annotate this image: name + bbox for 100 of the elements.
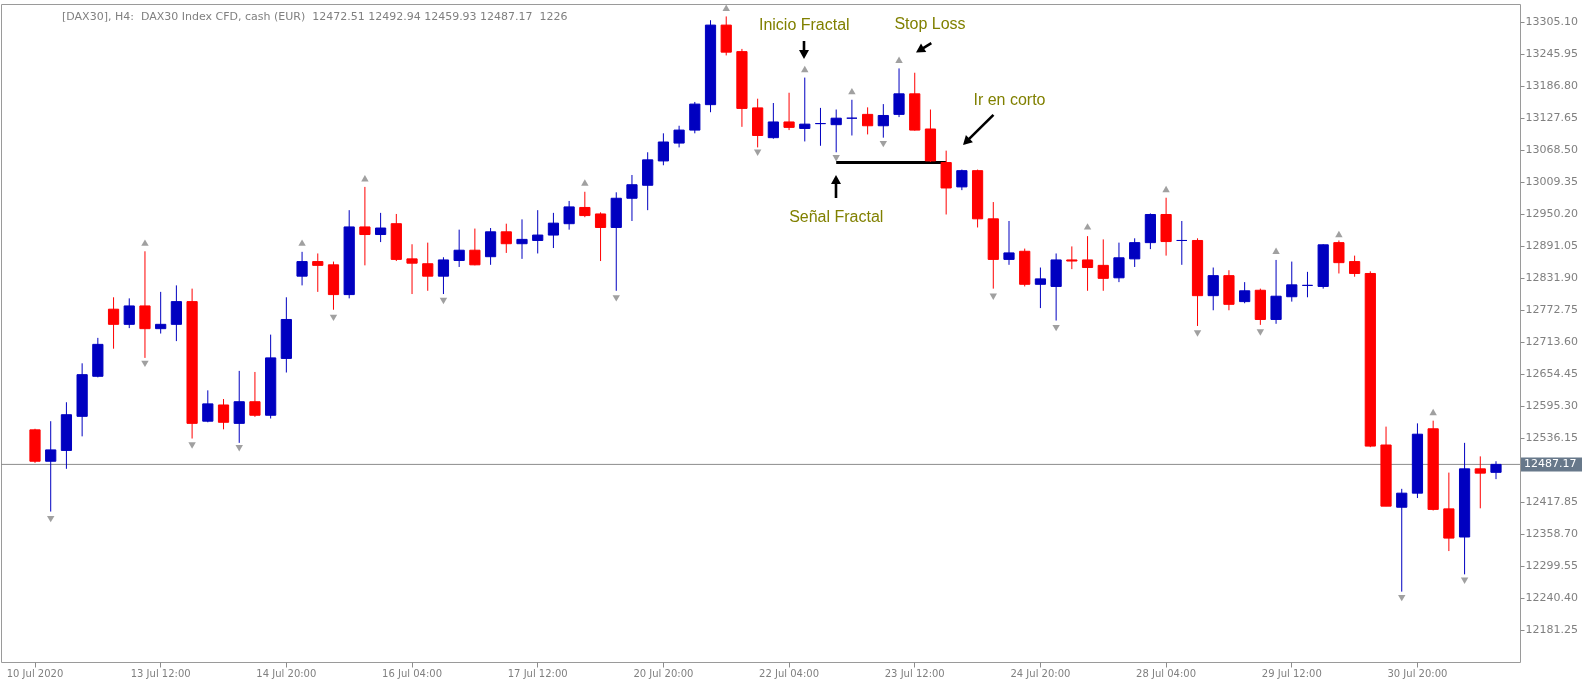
candlestick: [594, 211, 607, 262]
x-tick-label: 24 Jul 20:00: [1010, 667, 1071, 679]
x-tick-label: 16 Jul 04:00: [382, 667, 443, 679]
candlestick: [500, 223, 512, 254]
y-tick-label: 13009.35: [1525, 175, 1578, 189]
candlestick: [799, 77, 811, 142]
point: [298, 239, 306, 246]
candlestick: [139, 250, 151, 359]
point: [1256, 329, 1265, 336]
ref-line-label: 12487.17: [1524, 457, 1577, 471]
candlestick: [107, 296, 120, 350]
annotation: Stop Loss: [894, 14, 966, 34]
annotation: Ir en corto: [973, 90, 1046, 110]
point: [1193, 330, 1202, 337]
candlestick: [1207, 267, 1219, 311]
candlestick: [1286, 261, 1298, 303]
candlestick: [563, 200, 575, 231]
candlestick: [516, 218, 528, 260]
candlestick: [579, 191, 591, 218]
x-tick-label: 14 Jul 20:00: [256, 667, 317, 679]
point: [141, 239, 149, 246]
point: [879, 140, 888, 148]
point: [1335, 230, 1343, 238]
candlestick: [1301, 271, 1314, 298]
candlestick: [1081, 235, 1094, 292]
candlestick: [893, 67, 905, 118]
candlestick: [217, 398, 230, 430]
candlestick: [1129, 237, 1141, 268]
candlestick: [1349, 255, 1361, 278]
point: [1272, 247, 1280, 254]
annotation: Inicio Fractal: [758, 15, 850, 35]
candlestick: [45, 420, 57, 513]
y-tick-label: 12181.25: [1525, 623, 1578, 637]
point: [581, 179, 589, 186]
candlestick: [1066, 245, 1078, 270]
y-tick-label: 12950.20: [1525, 207, 1578, 221]
y-tick-label: 12536.15: [1525, 431, 1578, 445]
candlestick: [202, 389, 214, 423]
point: [722, 4, 730, 11]
candlestick: [296, 251, 308, 286]
point: [1083, 223, 1092, 230]
y-tick-label: 13305.10: [1525, 15, 1578, 29]
point: [1052, 324, 1060, 332]
candlestick: [233, 370, 245, 444]
candlestick: [123, 297, 135, 329]
point: [895, 56, 903, 63]
y-tick-label: 13127.65: [1525, 111, 1578, 125]
y-tick-label: 12595.30: [1525, 399, 1578, 413]
candlestick: [626, 174, 638, 222]
x-tick-label: 17 Jul 12:00: [507, 667, 568, 679]
annotation: Señal Fractal: [789, 207, 884, 227]
candlestick: [862, 106, 874, 135]
point: [329, 314, 338, 322]
x-tick-label: 28 Jul 04:00: [1136, 667, 1197, 679]
y-tick-label: 13068.50: [1525, 143, 1578, 157]
candlestick: [1003, 220, 1015, 266]
y-tick-label: 12713.60: [1525, 335, 1578, 349]
candlestick: [375, 212, 387, 243]
candlestick: [1490, 460, 1502, 480]
point: [753, 149, 762, 157]
point: [188, 442, 196, 449]
text: [DAX30], H4: DAX30 Index CFD, cash (EUR) 12472.51 12492.94 12459.93 12487.17 1226: [62, 10, 568, 24]
candlestick: [1113, 242, 1125, 283]
y-tick-label: 12299.55: [1525, 559, 1578, 573]
y-tick-label: 12891.05: [1525, 239, 1578, 253]
x-tick-label: 13 Jul 12:00: [130, 667, 191, 679]
candlestick: [830, 109, 842, 153]
point: [801, 65, 809, 73]
point: [439, 297, 448, 305]
x-tick-label: 30 Jul 20:00: [1387, 667, 1448, 679]
y-tick-label: 12831.90: [1525, 271, 1578, 285]
y-tick-label: 12240.40: [1525, 591, 1578, 605]
x-tick-label: 23 Jul 12:00: [884, 667, 945, 679]
candlestick: [783, 92, 795, 131]
candlestick: [877, 103, 889, 139]
candlestick: [170, 284, 182, 342]
candlestick: [155, 291, 167, 335]
candlestick: [1333, 239, 1345, 274]
candlestick: [359, 186, 371, 266]
candlestick: [1097, 238, 1109, 292]
point: [235, 445, 243, 452]
candlestick: [469, 228, 481, 266]
candlestick: [846, 99, 858, 136]
point: [1429, 408, 1437, 416]
y-tick-label: 13245.95: [1525, 47, 1578, 61]
candlestick: [1270, 259, 1282, 325]
candlestick: [657, 132, 669, 166]
x-tick-label: 20 Jul 20:00: [633, 667, 694, 679]
candlestick: [1034, 267, 1047, 309]
candlestick: [1176, 220, 1188, 266]
candlestick: [1239, 281, 1251, 304]
candlestick: [814, 107, 827, 147]
candlestick: [767, 102, 779, 140]
y-tick-label: 13186.80: [1525, 79, 1578, 93]
candlestick: [1396, 488, 1408, 593]
x-tick-label: 22 Jul 04:00: [759, 667, 820, 679]
x-tick-label: 10 Jul 2020: [6, 667, 64, 679]
candlestick: [532, 209, 544, 254]
candlestick: [437, 256, 450, 295]
candlestick: [422, 242, 434, 292]
